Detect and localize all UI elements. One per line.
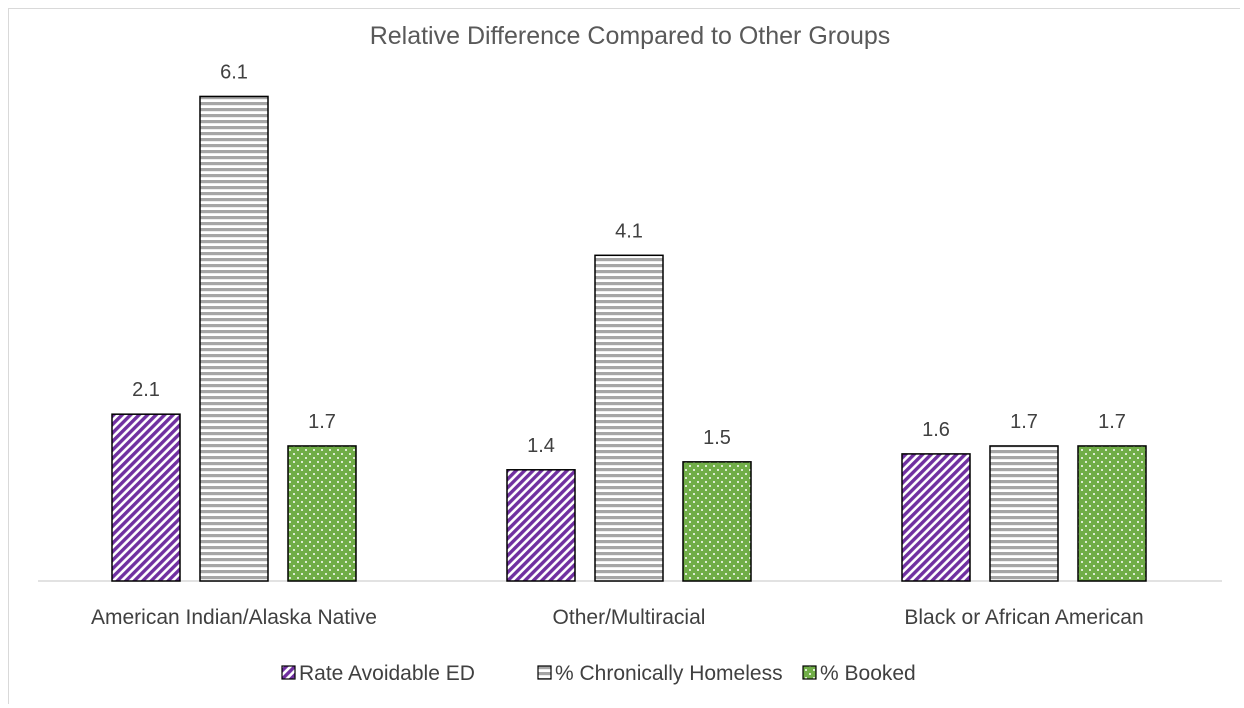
data-labels-group: 2.1 6.1 1.7 1.4 4.1 1.5 1.6 1.7 1.7: [132, 61, 1126, 456]
bar-2-2: [594, 254, 664, 582]
legend-swatch-1: [281, 665, 296, 680]
data-label-2-1: 6.1: [220, 61, 248, 83]
data-label-3-1: 1.7: [308, 411, 336, 433]
category-label-2: Other/Multiracial: [553, 606, 706, 629]
bar-2-3: [989, 445, 1059, 582]
chart-frame: [8, 8, 1240, 704]
data-label-3-3: 1.7: [1098, 411, 1126, 433]
category-label-1: American Indian/Alaska Native: [91, 606, 377, 629]
data-label-2-3: 1.7: [1010, 411, 1038, 433]
legend-label-3: % Booked: [820, 662, 916, 685]
bar-3-1: [287, 445, 357, 582]
bar-1-3: [901, 453, 971, 582]
legend: Rate Avoidable ED % Chronically Homeless%…: [281, 662, 916, 685]
legend-swatch-3: [802, 665, 817, 680]
data-label-1-3: 1.6: [922, 419, 950, 441]
data-label-2-2: 4.1: [615, 220, 643, 242]
legend-label-1: Rate Avoidable ED: [299, 662, 475, 685]
chart-title: Relative Difference Compared to Other Gr…: [370, 22, 891, 50]
data-label-1-2: 1.4: [527, 435, 555, 457]
data-label-1-1: 2.1: [132, 379, 160, 401]
bars-group: [111, 95, 1147, 582]
category-labels-group: American Indian/Alaska Native Other/Multi…: [91, 606, 1144, 629]
legend-label-2: % Chronically Homeless: [555, 662, 783, 685]
category-label-3: Black or African American: [904, 606, 1143, 629]
bar-3-2: [682, 461, 752, 582]
bar-2-1: [199, 95, 269, 582]
bar-3-3: [1077, 445, 1147, 582]
bar-1-1: [111, 413, 181, 582]
bar-1-2: [506, 469, 576, 582]
data-label-3-2: 1.5: [703, 427, 731, 449]
legend-swatch-2: [537, 665, 552, 680]
